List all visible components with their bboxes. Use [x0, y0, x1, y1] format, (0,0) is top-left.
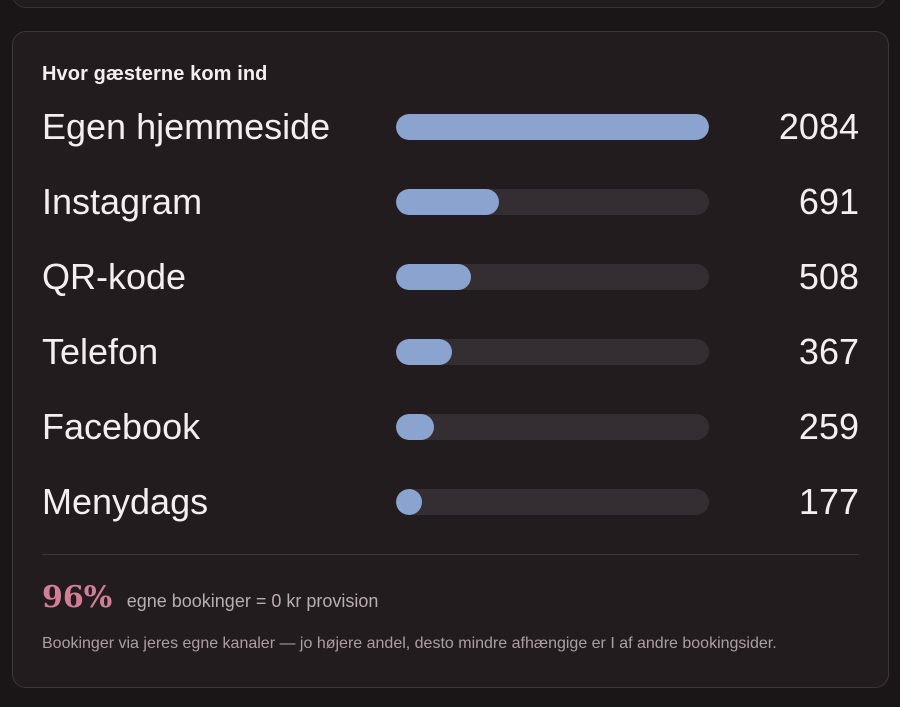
channel-bar-track	[396, 189, 709, 215]
own-bookings-summary: 96% egne bookinger = 0 kr provision	[42, 580, 378, 616]
channel-bar-fill	[396, 339, 452, 365]
channel-bar-fill	[396, 489, 422, 515]
channel-count: 177	[798, 481, 859, 522]
channel-bar-track	[396, 264, 709, 290]
channel-row: Menydags 177	[42, 482, 859, 522]
footnote: Bookinger via jeres egne kanaler — jo hø…	[42, 635, 777, 652]
channel-row: QR-kode 508	[42, 257, 859, 297]
channel-bar-track	[396, 114, 709, 140]
channel-row: Facebook 259	[42, 407, 859, 447]
channel-count: 2084	[778, 106, 859, 147]
previous-card	[12, 0, 886, 8]
channel-bar-fill	[396, 264, 471, 290]
channel-label: Instagram	[42, 181, 203, 222]
channel-label: QR-kode	[42, 256, 187, 297]
channel-label: Menydags	[42, 481, 209, 522]
own-bookings-text: egne bookinger = 0 kr provision	[126, 591, 379, 611]
channel-bar-fill	[396, 114, 709, 140]
card-title: Hvor gæsterne kom ind	[42, 63, 268, 85]
channel-row: Egen hjemmeside 2084	[42, 107, 859, 147]
channel-count: 367	[798, 331, 859, 372]
channel-row: Instagram 691	[42, 182, 859, 222]
channel-label: Egen hjemmeside	[42, 106, 331, 147]
booking-sources-card: Hvor gæsterne kom ind Egen hjemmeside 20…	[12, 31, 889, 688]
channel-bar-fill	[396, 414, 434, 440]
own-bookings-percent: 96%	[42, 580, 113, 615]
channel-bar-track	[396, 489, 709, 515]
channel-bar-track	[396, 414, 709, 440]
channel-bar-fill	[396, 189, 499, 215]
channel-count: 691	[798, 181, 859, 222]
channel-bar-track	[396, 339, 709, 365]
channel-label: Telefon	[42, 331, 159, 372]
channel-count: 508	[798, 256, 859, 297]
channel-row: Telefon 367	[42, 332, 859, 372]
divider	[42, 554, 859, 555]
channel-label: Facebook	[42, 406, 201, 447]
channel-count: 259	[798, 406, 859, 447]
